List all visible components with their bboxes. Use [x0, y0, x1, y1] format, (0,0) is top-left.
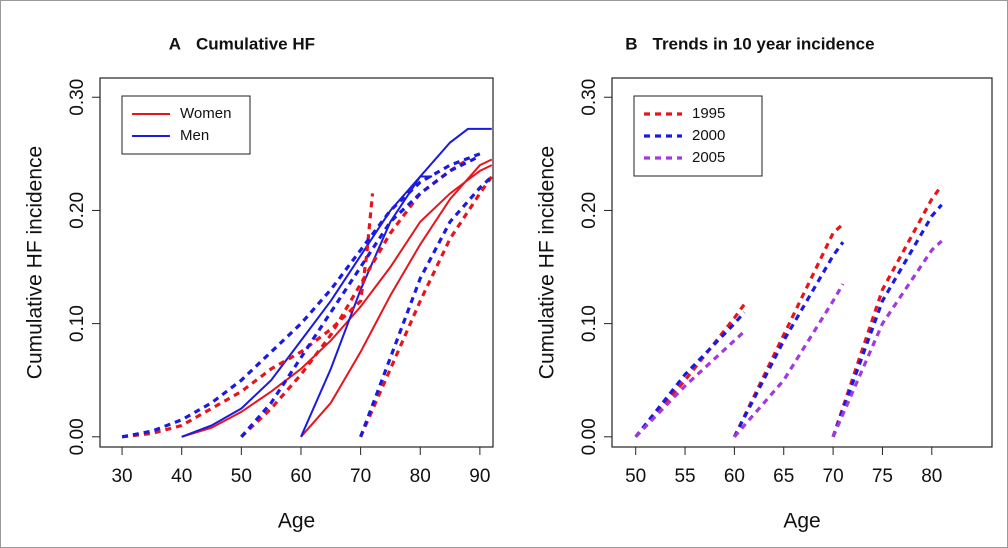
panel-letter: A [169, 34, 181, 53]
chart-title: Cumulative HF [196, 34, 315, 53]
plot-frame [611, 77, 993, 448]
x-tick-label: 40 [171, 466, 192, 487]
x-tick-label: 60 [724, 466, 745, 487]
x-tick-label: 60 [290, 466, 311, 487]
line-series [121, 152, 481, 439]
y-tick-label: 0.00 [67, 418, 88, 455]
x-tick-label: 70 [823, 466, 844, 487]
x-tick-label: 50 [625, 466, 646, 487]
y-tick-label: 0.20 [579, 192, 600, 229]
x-axis-label: Age [278, 510, 315, 533]
line-series [634, 330, 746, 438]
x-tick-label: 90 [469, 466, 490, 487]
legend-label: 2000 [692, 127, 725, 144]
y-tick-label: 0.00 [579, 418, 600, 455]
x-axis-label: Age [783, 510, 820, 533]
y-tick-label: 0.10 [67, 305, 88, 342]
y-tick-label: 0.10 [579, 305, 600, 342]
legend-box [121, 95, 251, 155]
y-tick-label: 0.30 [579, 79, 600, 116]
legend-label: Men [180, 127, 209, 144]
legend-label: 2005 [692, 149, 725, 166]
line-series [634, 311, 746, 438]
line-series [121, 193, 375, 439]
line-series [181, 164, 493, 438]
line-series [300, 127, 492, 438]
y-axis-label: Cumulative HF incidence [536, 146, 559, 379]
x-tick-label: 80 [410, 466, 431, 487]
line-series [732, 241, 845, 438]
line-series [300, 158, 493, 438]
chart-title: Trends in 10 year incidence [653, 34, 875, 53]
y-axis-label: Cumulative HF incidence [24, 146, 47, 379]
y-tick-label: 0.30 [67, 79, 88, 116]
x-tick-label: 70 [350, 466, 371, 487]
line-series [359, 175, 493, 438]
x-tick-label: 55 [674, 466, 695, 487]
x-tick-label: 75 [872, 466, 893, 487]
x-tick-label: 30 [111, 466, 132, 487]
legend-label: 1995 [692, 105, 725, 122]
line-series [733, 283, 845, 438]
line-series [831, 239, 943, 438]
line-series [831, 184, 943, 438]
line-series [240, 158, 469, 438]
line-series [359, 175, 494, 438]
legend-label: Women [180, 105, 231, 122]
x-tick-label: 50 [231, 466, 252, 487]
line-series [181, 175, 433, 438]
x-tick-label: 80 [921, 466, 942, 487]
plot-frame [99, 77, 494, 448]
y-tick-label: 0.20 [67, 192, 88, 229]
panel-letter: B [625, 34, 637, 53]
x-tick-label: 65 [773, 466, 794, 487]
